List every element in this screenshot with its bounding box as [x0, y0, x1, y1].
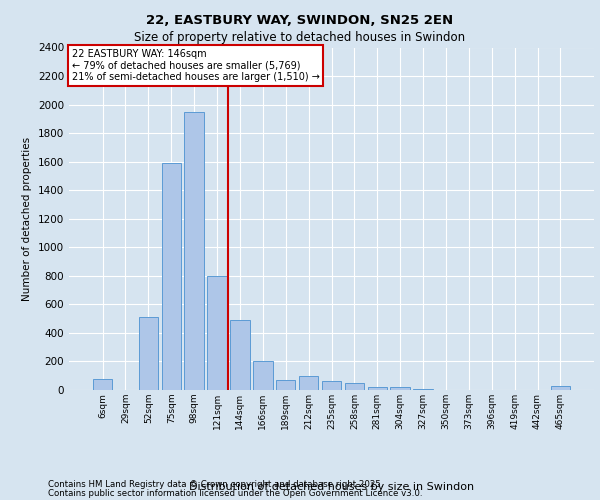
Bar — [93, 378, 112, 390]
Bar — [253, 362, 272, 390]
Bar — [391, 387, 410, 390]
Bar — [184, 112, 204, 390]
Text: 22 EASTBURY WAY: 146sqm
← 79% of detached houses are smaller (5,769)
21% of semi: 22 EASTBURY WAY: 146sqm ← 79% of detache… — [71, 49, 320, 82]
Bar — [208, 276, 227, 390]
Bar — [230, 320, 250, 390]
X-axis label: Distribution of detached houses by size in Swindon: Distribution of detached houses by size … — [189, 482, 474, 492]
Bar — [276, 380, 295, 390]
Text: Contains public sector information licensed under the Open Government Licence v3: Contains public sector information licen… — [48, 490, 422, 498]
Bar — [299, 376, 319, 390]
Bar — [344, 383, 364, 390]
Text: 22, EASTBURY WAY, SWINDON, SN25 2EN: 22, EASTBURY WAY, SWINDON, SN25 2EN — [146, 14, 454, 27]
Bar — [161, 163, 181, 390]
Bar — [139, 317, 158, 390]
Y-axis label: Number of detached properties: Number of detached properties — [22, 136, 32, 301]
Bar — [322, 382, 341, 390]
Bar — [413, 388, 433, 390]
Text: Size of property relative to detached houses in Swindon: Size of property relative to detached ho… — [134, 31, 466, 44]
Bar — [551, 386, 570, 390]
Bar — [368, 387, 387, 390]
Text: Contains HM Land Registry data © Crown copyright and database right 2025.: Contains HM Land Registry data © Crown c… — [48, 480, 383, 489]
